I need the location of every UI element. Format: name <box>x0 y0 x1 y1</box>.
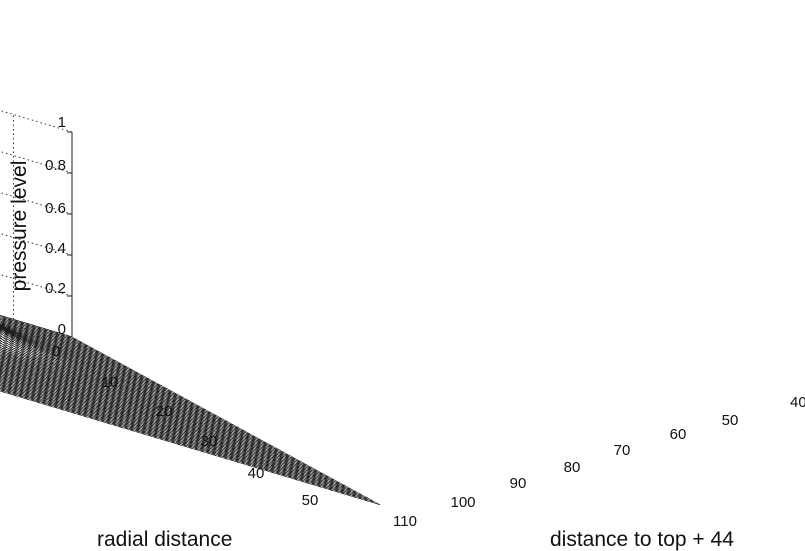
x-axis-label: radial distance <box>97 528 232 551</box>
x-tick-label: 50 <box>302 492 319 509</box>
y-tick-label: 60 <box>670 426 687 443</box>
x-tick-label: 0 <box>52 343 60 360</box>
x-tick-label: 40 <box>248 465 265 482</box>
y-tick-label: 50 <box>722 412 739 429</box>
surface-cell <box>0 389 6 394</box>
y-tick-label: 90 <box>510 475 527 492</box>
z-axis-label: pressure level <box>8 161 31 292</box>
surface-mesh <box>0 315 381 506</box>
y-tick-label: 70 <box>614 442 631 459</box>
z-tick-label: 0.6 <box>45 200 66 217</box>
z-tick-label: 0.8 <box>45 157 66 174</box>
y-tick-label: 40 <box>790 394 805 411</box>
y-axis-label: distance to top + 44 <box>550 528 734 551</box>
z-tick-label: 0 <box>58 321 66 338</box>
x-tick-label: 20 <box>156 403 173 420</box>
y-tick-label: 100 <box>450 494 475 511</box>
z-tick-label: 0.4 <box>45 240 66 257</box>
x-tick-label: 10 <box>102 374 119 391</box>
y-axis-ticks: 110 100 90 80 70 60 50 40 <box>393 394 805 530</box>
x-tick-label: 30 <box>201 433 218 450</box>
z-gridline <box>0 150 73 174</box>
z-tick-label: 1 <box>58 114 66 131</box>
z-axis-ticks: 1 0.8 0.6 0.4 0.2 0 <box>45 114 66 338</box>
y-tick-label: 110 <box>393 513 417 530</box>
x-axis-ticks: 0 10 20 30 40 50 <box>52 343 319 509</box>
z-tick-label: 0.2 <box>45 280 66 297</box>
y-tick-label: 80 <box>564 459 581 476</box>
